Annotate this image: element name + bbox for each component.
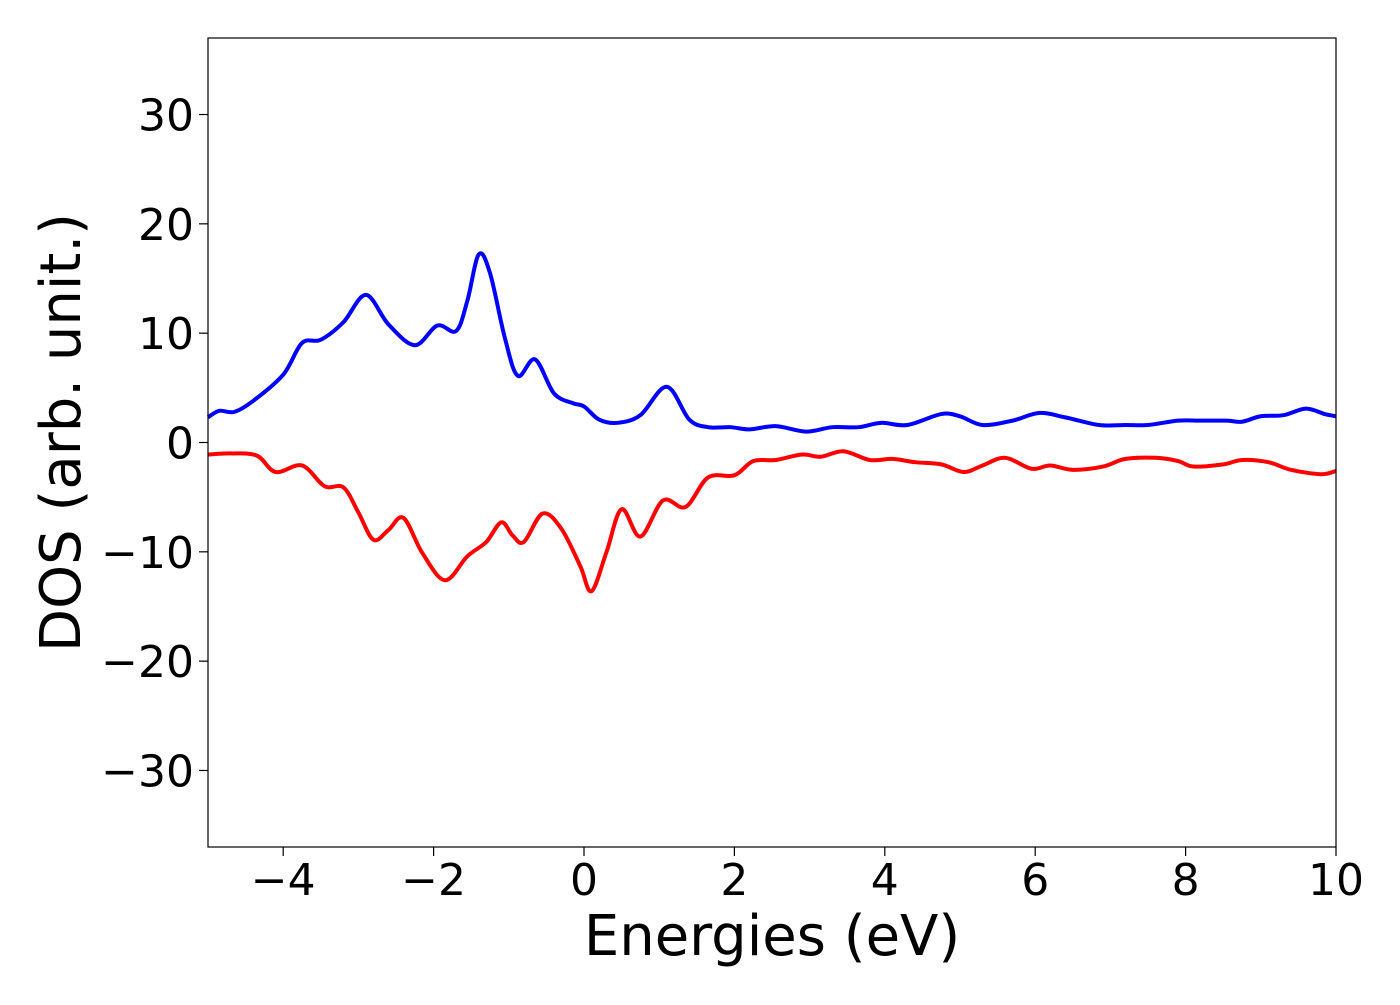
y-tick-label: −20 — [101, 637, 194, 688]
x-tick-label: 0 — [570, 855, 598, 906]
x-tick-label: 4 — [871, 855, 899, 906]
series-line-spin-down — [207, 449, 1337, 594]
series-line-spin-up — [206, 251, 1337, 434]
x-tick-label: −4 — [251, 855, 316, 906]
series-layer — [206, 251, 1337, 594]
y-tick-label: 30 — [138, 91, 194, 142]
x-tick-label: 8 — [1172, 855, 1200, 906]
y-tick-label: 20 — [138, 200, 194, 251]
plot-frame — [207, 37, 1337, 848]
y-tick-label: −30 — [101, 746, 194, 797]
y-axis-ticks: 30 20 10 0 −10 −20 −30 — [101, 91, 208, 797]
y-axis-label: DOS (arb. unit.) — [29, 213, 94, 652]
x-tick-label: −2 — [401, 855, 466, 906]
x-tick-label: 10 — [1308, 855, 1364, 906]
x-tick-label: 6 — [1021, 855, 1049, 906]
y-tick-label: 0 — [166, 419, 194, 470]
y-tick-label: 10 — [138, 309, 194, 360]
x-tick-label: 2 — [720, 855, 748, 906]
y-tick-label: −10 — [101, 528, 194, 579]
x-axis-label: Energies (eV) — [584, 904, 960, 969]
x-axis-ticks: −4 −2 0 2 4 6 8 10 — [251, 847, 1364, 906]
